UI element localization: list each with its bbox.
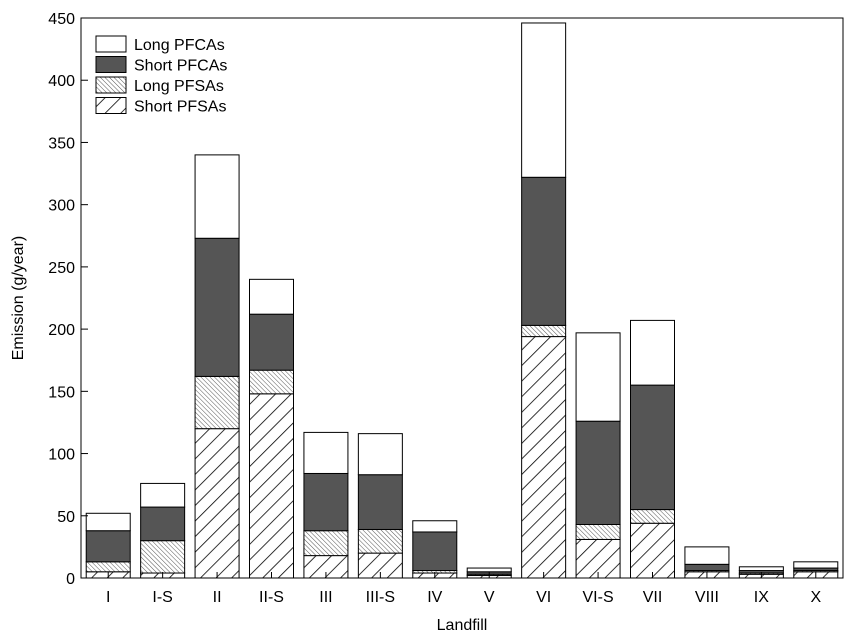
y-tick-label: 150 xyxy=(48,384,75,401)
bar-long-pfcas-ii-s xyxy=(249,278,294,315)
bar-short-pfcas-iii xyxy=(303,472,349,532)
bar-short-pfcas-i xyxy=(85,530,131,563)
bar-long-pfcas-iii xyxy=(303,431,349,474)
bar-short-pfcas-iv xyxy=(412,531,458,572)
legend-swatch-short-pfsas xyxy=(95,97,127,114)
y-axis-label: Emission (g/year) xyxy=(10,236,27,360)
bar-long-pfcas-x xyxy=(793,561,839,569)
bar-long-pfsas-i-s xyxy=(140,540,186,574)
bar-short-pfsas-ii-s xyxy=(249,393,294,579)
x-tick-label: VIII xyxy=(695,589,719,606)
bar-long-pfcas-ix xyxy=(738,566,784,572)
bar-short-pfcas-ii-s xyxy=(249,313,294,371)
bar-long-pfsas-vii xyxy=(630,509,675,524)
bar-long-pfsas-ii xyxy=(194,375,240,430)
x-tick-label: II-S xyxy=(259,589,284,606)
bar-long-pfcas-vi-s xyxy=(575,332,621,422)
y-tick-label: 300 xyxy=(48,198,75,215)
x-tick-label: III xyxy=(319,589,332,606)
bar-short-pfsas-vi-s xyxy=(575,538,621,579)
plot-frame xyxy=(80,17,844,579)
x-tick-label: V xyxy=(484,589,495,606)
bar-short-pfcas-vi xyxy=(521,176,567,326)
bar-short-pfsas-vii xyxy=(630,522,675,579)
x-tick-label: VI-S xyxy=(583,589,614,606)
x-tick-label: VII xyxy=(643,589,663,606)
x-tick-label: IV xyxy=(427,589,442,606)
bar-long-pfsas-iii xyxy=(303,530,349,557)
legend-swatch-short-pfcas xyxy=(95,56,127,73)
y-tick-label: 400 xyxy=(48,73,75,90)
x-tick-label: III-S xyxy=(366,589,395,606)
x-tick-label: X xyxy=(810,589,821,606)
bar-long-pfcas-iv xyxy=(412,520,458,533)
bar-long-pfcas-ii xyxy=(194,154,240,239)
y-tick-label: 100 xyxy=(48,447,75,464)
bar-short-pfcas-vi-s xyxy=(575,420,621,525)
legend: Long PFCAs Short PFCAs Long PFSAs Short PFS… xyxy=(95,35,227,116)
bar-long-pfsas-iii-s xyxy=(357,528,403,554)
y-axis: 0 50 100 150 200 250 300 350 400 450 xyxy=(48,11,88,588)
x-tick-label: II xyxy=(213,589,222,606)
legend-swatch-long-pfsas xyxy=(95,76,127,94)
bar-long-pfcas-vi xyxy=(521,22,567,178)
y-tick-label: 450 xyxy=(48,11,75,28)
legend-label-long-pfcas: Long PFCAs xyxy=(134,37,225,54)
legend-label-short-pfsas: Short PFSAs xyxy=(134,99,226,116)
y-tick-label: 350 xyxy=(48,135,75,152)
bar-long-pfcas-viii xyxy=(684,546,730,565)
bar-long-pfsas-i xyxy=(85,561,131,573)
x-axis-label: Landfill xyxy=(437,617,488,634)
x-tick-label: VI xyxy=(536,589,551,606)
y-tick-label: 0 xyxy=(66,571,75,588)
bar-short-pfcas-vii xyxy=(630,384,675,511)
bar-long-pfcas-i xyxy=(85,512,131,532)
bars-layer xyxy=(85,22,839,579)
x-axis: I I-S II II-S III III-S IV V VI VI-S VII VIII IX X xyxy=(106,572,821,606)
bar-long-pfsas-vi-s xyxy=(575,523,621,540)
bar-long-pfcas-v xyxy=(466,567,512,573)
bar-short-pfcas-iii-s xyxy=(357,474,403,530)
x-tick-label: I xyxy=(106,589,110,606)
bar-short-pfcas-i-s xyxy=(140,506,186,542)
x-tick-label: I-S xyxy=(152,589,172,606)
bar-long-pfcas-vii xyxy=(630,319,675,386)
y-tick-label: 200 xyxy=(48,322,75,339)
y-tick-label: 50 xyxy=(57,509,75,526)
bar-long-pfcas-i-s xyxy=(140,482,186,508)
legend-label-short-pfcas: Short PFCAs xyxy=(134,58,227,75)
bar-long-pfcas-iii-s xyxy=(357,433,403,476)
bar-short-pfcas-viii xyxy=(684,563,730,572)
legend-label-long-pfsas: Long PFSAs xyxy=(134,78,224,95)
y-tick-label: 250 xyxy=(48,260,75,277)
x-tick-label: IX xyxy=(754,589,769,606)
bar-long-pfsas-ii-s xyxy=(249,369,294,395)
bar-short-pfcas-ii xyxy=(194,237,240,377)
bar-short-pfsas-ii xyxy=(194,428,240,579)
bar-long-pfsas-vi xyxy=(521,324,567,338)
legend-swatch-long-pfcas xyxy=(95,35,127,53)
bar-short-pfsas-vi xyxy=(521,336,567,579)
